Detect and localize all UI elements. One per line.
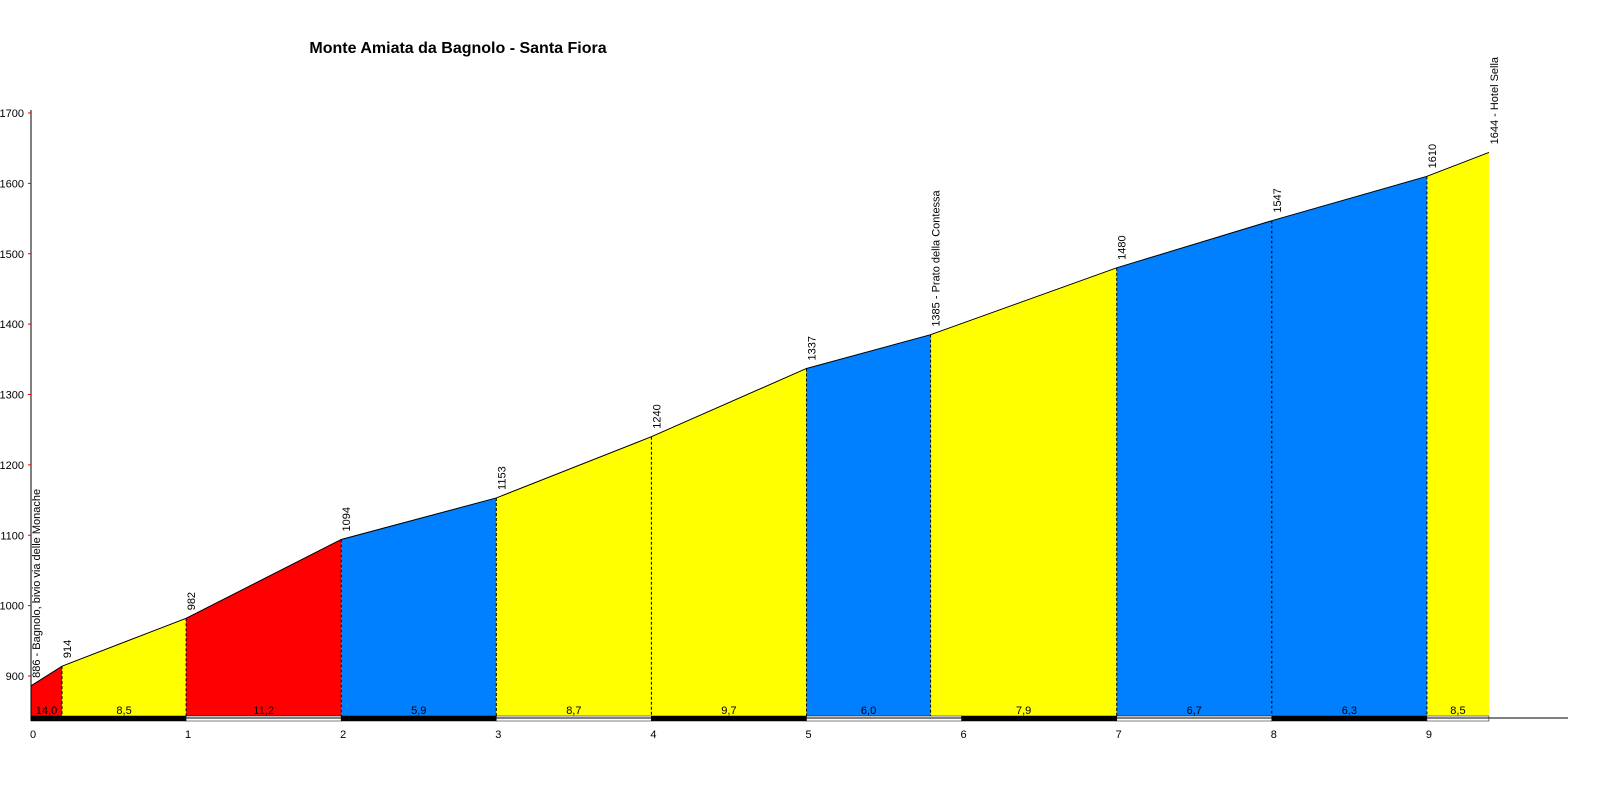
- y-tick-label: 1500: [0, 249, 24, 261]
- y-tick-label: 1100: [0, 530, 24, 542]
- y-tick-label: 1300: [0, 390, 24, 402]
- segment-gradient-label: 8,7: [566, 705, 581, 717]
- y-tick-label: 1000: [0, 601, 24, 613]
- elevation-label: 1480: [1117, 235, 1129, 259]
- segment-area: [186, 539, 342, 716]
- elevation-label: 1094: [341, 507, 353, 531]
- segment-area: [930, 267, 1117, 716]
- elevation-label: 886 - Bagnolo, bivio via delle Monache: [31, 489, 43, 678]
- segment-gradient-label: 14,0: [36, 705, 57, 717]
- segment-gradient-label: 5,9: [411, 705, 426, 717]
- segment-gradient-label: 6,7: [1187, 705, 1202, 717]
- y-tick-label: 1600: [0, 178, 24, 190]
- elevation-label: 914: [62, 640, 74, 658]
- segment-area: [62, 618, 187, 716]
- elevation-label: 1644 - Hotel Sella: [1489, 56, 1501, 144]
- x-tick-label: 5: [805, 729, 811, 741]
- segment-gradient-label: 11,2: [253, 705, 274, 717]
- x-tick-label: 1: [185, 729, 191, 741]
- segment-gradient-label: 9,7: [721, 705, 736, 717]
- x-tick-label: 8: [1271, 729, 1277, 741]
- segment-area: [806, 334, 931, 716]
- segment-area: [496, 436, 652, 716]
- elevation-label: 1610: [1427, 144, 1439, 168]
- segment-gradient-label: 8,5: [1450, 705, 1465, 717]
- segment-gradient-label: 8,5: [116, 705, 131, 717]
- elevation-label: 1385 - Prato della Contessa: [931, 189, 943, 326]
- x-tick-label: 2: [340, 729, 346, 741]
- elevation-label: 1547: [1272, 188, 1284, 212]
- x-tick-label: 0: [30, 729, 36, 741]
- elevation-label: 1240: [651, 404, 663, 428]
- segment-area: [1271, 176, 1427, 716]
- segment-area: [1116, 220, 1272, 716]
- elevation-label: 1153: [496, 466, 508, 490]
- elevation-label: 1337: [807, 336, 819, 360]
- segment-gradient-label: 6,0: [861, 705, 876, 717]
- segment-area: [31, 666, 63, 716]
- x-tick-label: 7: [1116, 729, 1122, 741]
- x-tick-label: 6: [961, 729, 967, 741]
- y-tick-label: 900: [6, 671, 24, 683]
- profile-line: [30, 151, 1490, 687]
- y-tick-label: 1700: [0, 108, 24, 120]
- x-tick-label: 4: [650, 729, 656, 741]
- y-tick-label: 1400: [0, 319, 24, 331]
- segment-gradient-label: 6,3: [1342, 705, 1357, 717]
- elevation-label: 982: [186, 592, 198, 610]
- y-tick-label: 1200: [0, 460, 24, 472]
- segment-area: [651, 368, 807, 716]
- chart-title: Monte Amiata da Bagnolo - Santa Fiora: [309, 40, 606, 57]
- segment-area: [341, 497, 497, 716]
- x-tick-label: 9: [1426, 729, 1432, 741]
- segment-area: [1426, 152, 1489, 716]
- segment-gradient-label: 7,9: [1016, 705, 1031, 717]
- x-tick-label: 3: [495, 729, 501, 741]
